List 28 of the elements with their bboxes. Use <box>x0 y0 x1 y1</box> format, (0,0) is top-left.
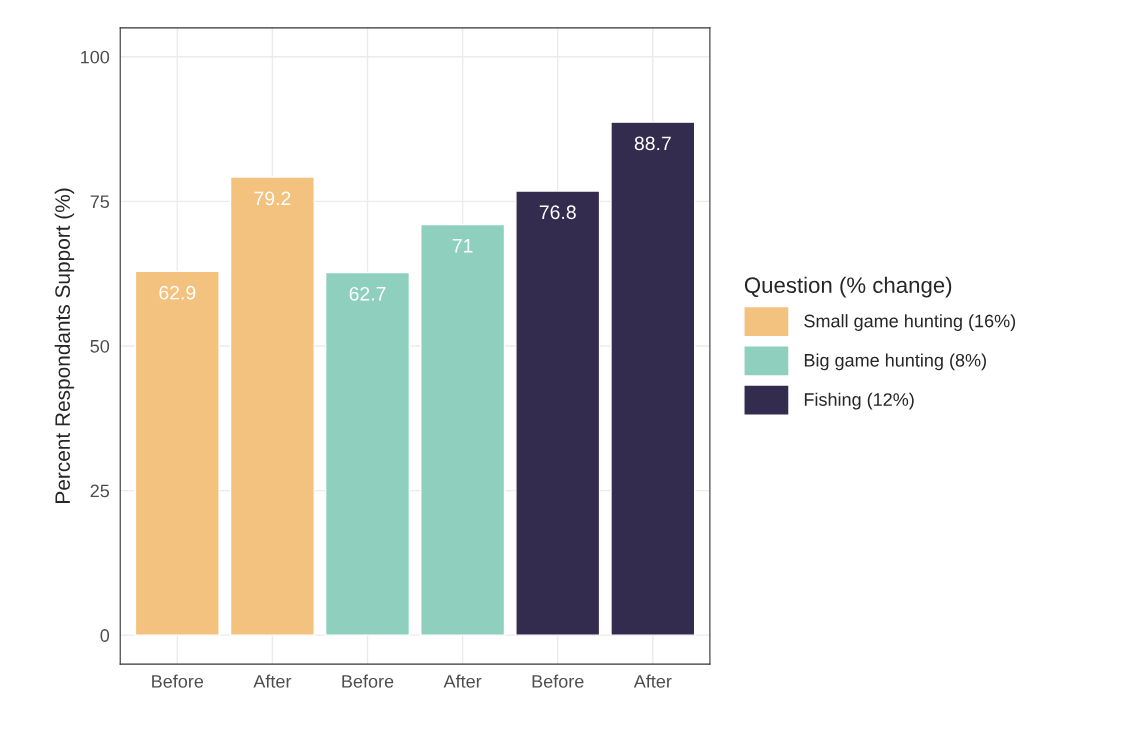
bar <box>610 121 696 636</box>
legend-label: Big game hunting (8%) <box>804 353 986 371</box>
data-label: 88.7 <box>634 136 671 151</box>
bar <box>324 271 411 636</box>
y-tick-label: 75 <box>90 195 110 209</box>
x-tick-label: Before <box>532 674 584 688</box>
data-label: 79.2 <box>254 191 291 206</box>
data-label: 62.9 <box>159 285 196 300</box>
bar <box>515 190 601 636</box>
y-tick-label: 0 <box>100 629 110 642</box>
legend-label: Small game hunting (16%) <box>804 314 1016 331</box>
x-tick-label: After <box>443 674 482 688</box>
x-tick-label: Before <box>152 674 204 688</box>
data-label: 71 <box>452 239 473 253</box>
data-label: 62.7 <box>349 286 386 301</box>
legend-title: Question (% change) <box>744 276 952 298</box>
x-tick-label: After <box>253 674 292 688</box>
x-tick-label: Before <box>342 674 394 688</box>
x-tick-label: After <box>633 674 672 688</box>
bar <box>134 270 220 636</box>
bar <box>229 176 315 636</box>
legend-label: Fishing (12%) <box>804 392 914 410</box>
y-tick-label: 25 <box>90 484 110 498</box>
y-tick-label: 50 <box>90 339 110 353</box>
data-label: 76.8 <box>539 205 576 220</box>
y-axis-title: Percent Respondants Support (%) <box>54 188 75 503</box>
bar <box>420 223 506 636</box>
y-tick-label: 100 <box>81 50 110 64</box>
